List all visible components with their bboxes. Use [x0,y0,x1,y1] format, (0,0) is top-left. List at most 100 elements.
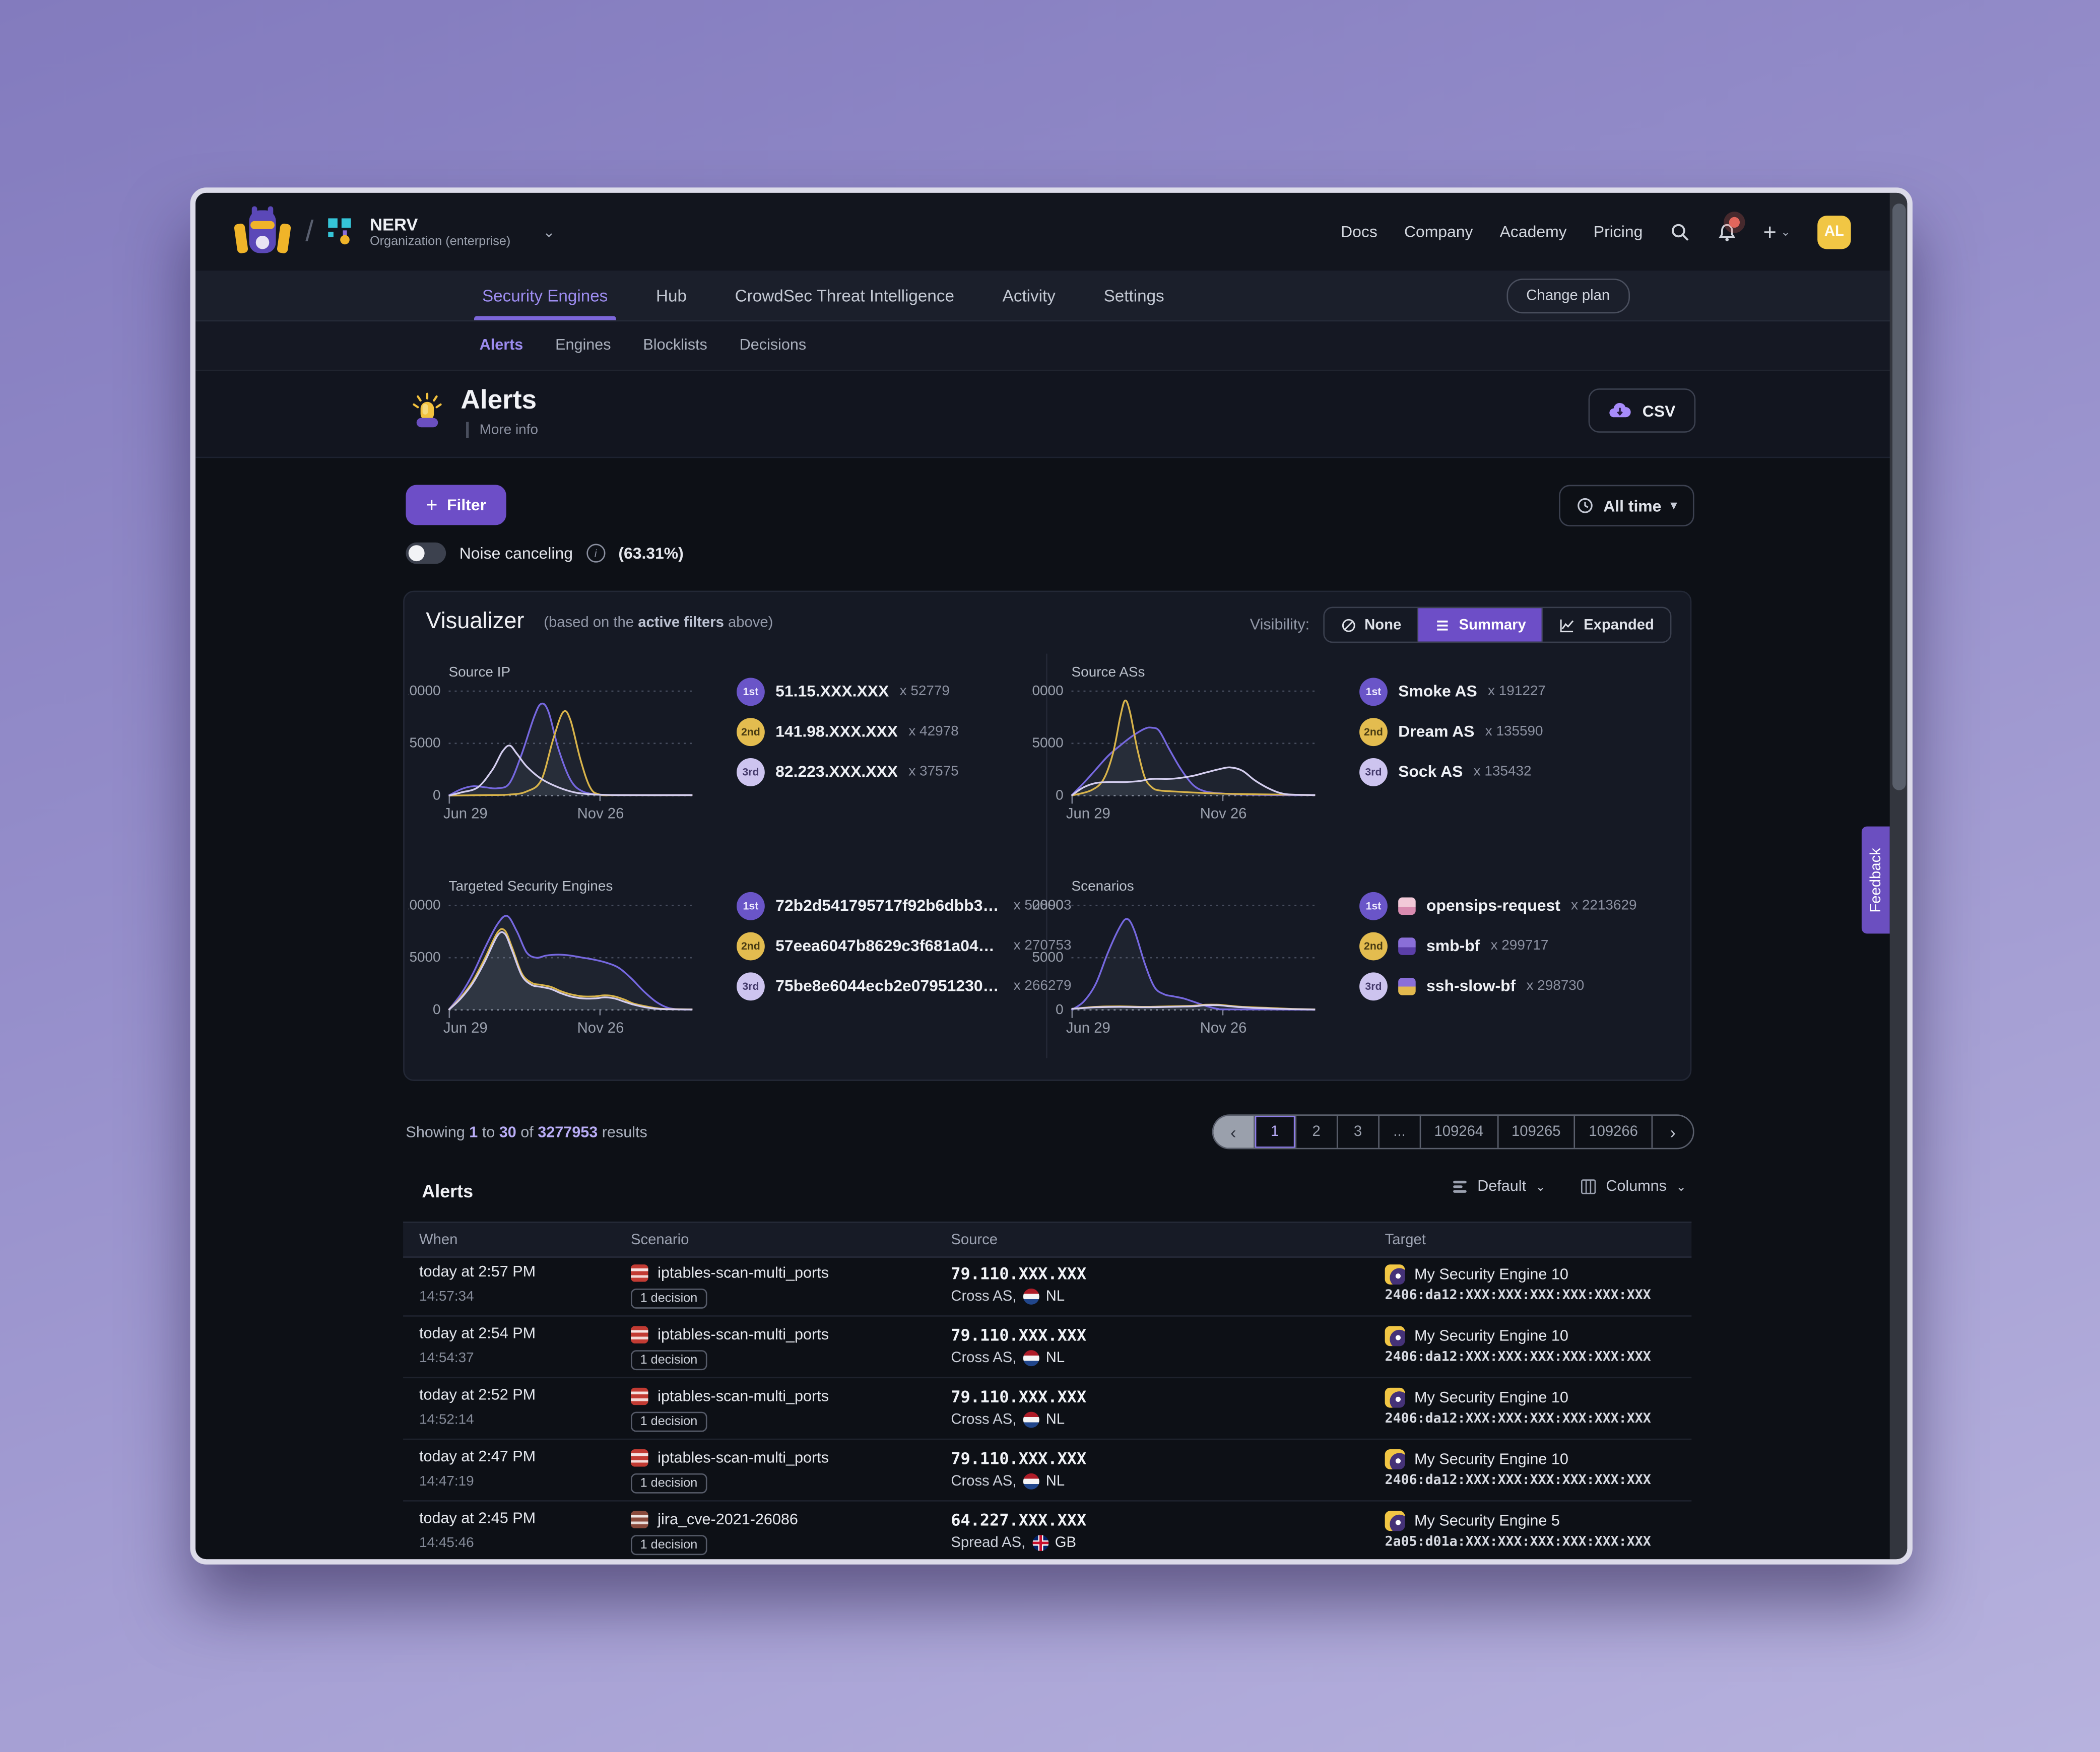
legend-item[interactable]: 3rd ssh-slow-bf x 298730 [1359,966,1694,1006]
chart-source-ass: Source ASs 10000 5000 0 Jun 29 Nov 26 1s… [1031,664,1668,868]
org-type: Organization (enterprise) [369,233,511,249]
visibility-none-button[interactable]: None [1324,608,1419,642]
scenario-icon [631,1387,648,1405]
decision-badge: 1 decision [631,1535,707,1556]
prev-page-button[interactable]: ‹ [1213,1115,1255,1148]
legend-item[interactable]: 2nd Dream AS x 135590 [1359,711,1694,752]
page-button-109265[interactable]: 109265 [1498,1115,1576,1148]
visibility-expanded-button[interactable]: Expanded [1543,608,1670,641]
scenario-icon [631,1326,648,1343]
page-button-109264[interactable]: 109264 [1421,1115,1498,1148]
chart-targeted-engines: Targeted Security Engines 10000 5000 0 J… [409,879,1072,1082]
flag-icon [1023,1288,1039,1305]
noise-canceling-toggle[interactable] [406,542,446,564]
next-page-button[interactable]: › [1670,1121,1676,1142]
more-info-link[interactable]: More info [466,422,538,438]
legend-item[interactable]: 2nd 57eea6047b8629c3f681a04291... x 270753 [737,925,1072,966]
tab-settings[interactable]: Settings [1103,286,1164,305]
tab-activity[interactable]: Activity [1002,286,1056,305]
table-row[interactable]: today at 2:47 PM 14:47:19 iptables-scan-m… [403,1440,1692,1502]
scenario-icon [1398,936,1416,955]
csv-export-button[interactable]: CSV [1589,388,1696,433]
visibility-summary-button[interactable]: Summary [1418,608,1544,642]
chart-title: Scenarios [1071,879,1134,895]
chevron-down-icon: ⌄ [1780,224,1791,238]
engine-icon [1385,1387,1405,1408]
y-axis: 10000 5000 0 [1031,897,1064,1018]
legend-item[interactable]: 1st opensips-request x 2213629 [1359,886,1694,926]
page-header: Alerts More info CSV [195,371,1908,458]
column-header-when: When [419,1231,458,1248]
scrollbar-track[interactable] [1889,192,1908,1560]
chart-source-ip: Source IP 10000 5000 0 Jun 29 Nov 26 1st… [409,664,1044,868]
legend-item[interactable]: 3rd 82.223.XXX.XXX x 37575 [737,752,1072,792]
columns-selector[interactable]: Columns ⌄ [1581,1179,1686,1195]
notification-dot [1728,216,1739,227]
page-ellipsis: ... [1380,1115,1421,1148]
page-button-109266[interactable]: 109266 [1576,1115,1653,1148]
add-menu[interactable]: + ⌄ [1763,220,1791,243]
flag-icon [1023,1473,1039,1490]
chart-divider [1046,653,1047,1058]
link-company[interactable]: Company [1404,222,1473,241]
legend-item[interactable]: 3rd Sock AS x 135432 [1359,752,1694,792]
search-icon[interactable] [1669,222,1689,242]
decision-badge: 1 decision [631,1288,707,1309]
table-row[interactable]: today at 2:54 PM 14:54:37 iptables-scan-m… [403,1317,1692,1379]
header-actions: Docs Company Academy Pricing + ⌄ AL [1341,215,1851,249]
org-switcher[interactable]: / NERV Organization (enterprise) ⌄ [195,203,555,261]
table-controls: Default ⌄ Columns ⌄ [1452,1179,1686,1195]
tab-security-engines[interactable]: Security Engines [474,271,616,320]
page-button-2[interactable]: 2 [1296,1115,1338,1148]
y-axis: 10000 5000 0 [409,683,441,804]
summary-list-icon [1437,620,1449,630]
change-plan-button[interactable]: Change plan [1506,279,1630,314]
tab-hub[interactable]: Hub [656,286,687,305]
main-nav: Security Engines Hub CrowdSec Threat Int… [195,271,1908,322]
visualizer-card: Visualizer (based on the active filters … [403,590,1694,1082]
engine-icon [1385,1511,1405,1531]
app-window: / NERV Organization (enterprise) ⌄ Docs … [190,187,1913,1565]
table-row[interactable]: today at 2:45 PM 14:45:46 jira_cve-2021-2… [403,1502,1691,1559]
info-icon[interactable]: i [586,544,605,563]
chart-plot: Jun 29 Nov 26 [1066,683,1316,823]
page-content: + Filter All time ▾ Noise canceling i (6… [195,458,1908,1560]
scrollbar-thumb[interactable] [1891,204,1906,790]
filter-label: Filter [447,495,487,515]
subtab-blocklists[interactable]: Blocklists [643,338,707,354]
tab-cti[interactable]: CrowdSec Threat Intelligence [735,286,954,305]
legend-item[interactable]: 2nd 141.98.XXX.XXX x 42978 [737,711,1072,752]
subtab-decisions[interactable]: Decisions [739,338,807,354]
table-row[interactable]: today at 2:52 PM 14:52:14 iptables-scan-m… [403,1378,1692,1440]
chart-legend: 1st 51.15.XXX.XXX x 52779 2nd 141.98.XXX.XX… [737,671,1072,791]
chevron-down-icon[interactable]: ⌄ [543,224,555,241]
legend-item[interactable]: 3rd 75be8e6044ecb2e0795123085... x 266279 [737,966,1072,1006]
noise-canceling-label: Noise canceling [459,544,573,563]
subtab-alerts[interactable]: Alerts [479,338,523,354]
page-button-1[interactable]: 1 [1255,1115,1296,1148]
page-button-3[interactable]: 3 [1338,1115,1380,1148]
link-pricing[interactable]: Pricing [1593,222,1643,241]
y-axis: 10000 5000 0 [409,897,441,1018]
legend-item[interactable]: 2nd smb-bf x 299717 [1359,925,1694,966]
view-selector[interactable]: Default ⌄ [1452,1179,1546,1195]
subtab-engines[interactable]: Engines [555,338,611,354]
legend-item[interactable]: 1st 72b2d541795717f92b6dbb375b... x 528903 [737,886,1072,926]
visualizer-title: Visualizer [426,608,524,634]
column-header-scenario: Scenario [631,1231,689,1248]
filter-button[interactable]: + Filter [406,485,506,525]
legend-item[interactable]: 1st 51.15.XXX.XXX x 52779 [737,671,1072,711]
feedback-button[interactable]: Feedback [1861,826,1890,934]
y-axis: 10000 5000 0 [1031,683,1064,804]
chevron-down-icon: ⌄ [1535,1179,1546,1193]
legend-item[interactable]: 1st Smoke AS x 191227 [1359,671,1694,711]
link-academy[interactable]: Academy [1499,222,1567,241]
time-range-dropdown[interactable]: All time ▾ [1559,485,1694,526]
chart-legend: 1st 72b2d541795717f92b6dbb375b... x 528903… [737,886,1072,1006]
column-header-source: Source [951,1231,998,1248]
avatar[interactable]: AL [1817,215,1851,249]
csv-label: CSV [1642,401,1676,420]
notifications-bell-icon[interactable] [1717,216,1739,242]
link-docs[interactable]: Docs [1341,222,1377,241]
table-row[interactable]: today at 2:57 PM 14:57:34 iptables-scan-m… [403,1255,1692,1317]
